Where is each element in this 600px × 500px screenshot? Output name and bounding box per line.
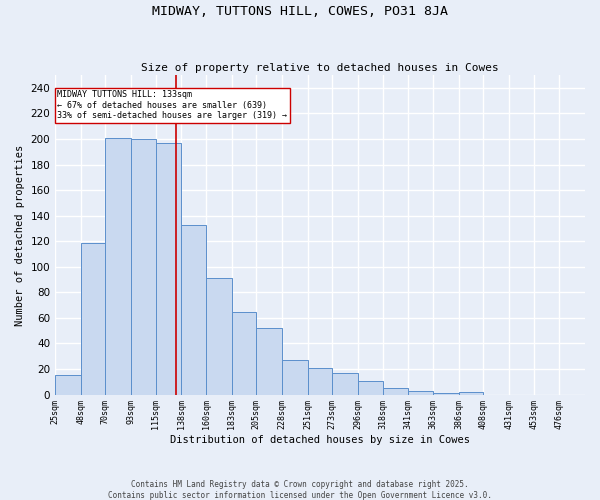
Text: MIDWAY, TUTTONS HILL, COWES, PO31 8JA: MIDWAY, TUTTONS HILL, COWES, PO31 8JA (152, 5, 448, 18)
Bar (383, 388, 409, 394)
Bar (181, 224, 206, 394)
Bar (458, 392, 483, 394)
X-axis label: Distribution of detached houses by size in Cowes: Distribution of detached houses by size … (170, 435, 470, 445)
Bar (256, 328, 282, 394)
Bar (232, 312, 256, 394)
Bar (106, 138, 131, 394)
Bar (55, 376, 81, 394)
Bar (409, 391, 433, 394)
Bar (156, 143, 181, 395)
Bar (358, 380, 383, 394)
Bar (332, 373, 358, 394)
Bar (282, 360, 308, 394)
Bar (131, 139, 156, 394)
Y-axis label: Number of detached properties: Number of detached properties (15, 144, 25, 326)
Bar (308, 368, 332, 394)
Title: Size of property relative to detached houses in Cowes: Size of property relative to detached ho… (141, 63, 499, 73)
Bar (206, 278, 232, 394)
Bar (81, 242, 106, 394)
Text: MIDWAY TUTTONS HILL: 133sqm
← 67% of detached houses are smaller (639)
33% of se: MIDWAY TUTTONS HILL: 133sqm ← 67% of det… (58, 90, 287, 120)
Text: Contains HM Land Registry data © Crown copyright and database right 2025.
Contai: Contains HM Land Registry data © Crown c… (108, 480, 492, 500)
